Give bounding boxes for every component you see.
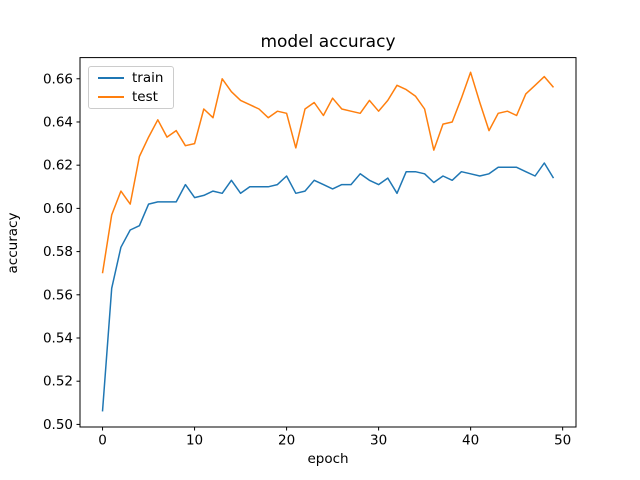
x-tick-label: 10 <box>186 433 203 449</box>
y-tick-label: 0.56 <box>43 287 73 303</box>
x-tick-label: 40 <box>462 433 479 449</box>
plot-lines <box>101 71 555 412</box>
legend-item-test: test <box>89 89 173 105</box>
x-axis-label: epoch <box>307 451 349 467</box>
x-tick-label: 20 <box>278 433 295 449</box>
legend: train test <box>88 66 174 109</box>
chart-title: model accuracy <box>260 32 396 52</box>
legend-label-train: train <box>132 70 164 87</box>
y-tick-label: 0.66 <box>43 71 73 87</box>
y-tick-label: 0.58 <box>43 244 73 260</box>
y-tick-label: 0.54 <box>43 330 73 346</box>
y-axis-label: accuracy <box>5 212 21 274</box>
test-line <box>101 71 555 274</box>
axes: 0 10 20 30 40 50 0.50 0.52 0.54 0.56 0.58 0.60 0.62 0… <box>43 57 577 449</box>
train-line <box>101 162 555 412</box>
train-line-swatch <box>98 77 124 80</box>
y-tick-label: 0.60 <box>43 201 73 217</box>
y-tick-label: 0.50 <box>43 417 73 433</box>
x-tick-label: 30 <box>370 433 387 449</box>
y-tick-label: 0.64 <box>43 114 73 130</box>
x-tick-label: 0 <box>98 433 107 449</box>
test-line-swatch <box>98 95 124 98</box>
axes-spines <box>79 57 577 428</box>
legend-label-test: test <box>132 88 158 105</box>
x-tick-label: 50 <box>554 433 571 449</box>
legend-item-train: train <box>89 70 173 86</box>
y-tick-label: 0.52 <box>43 374 73 390</box>
y-tick-label: 0.62 <box>43 158 73 174</box>
